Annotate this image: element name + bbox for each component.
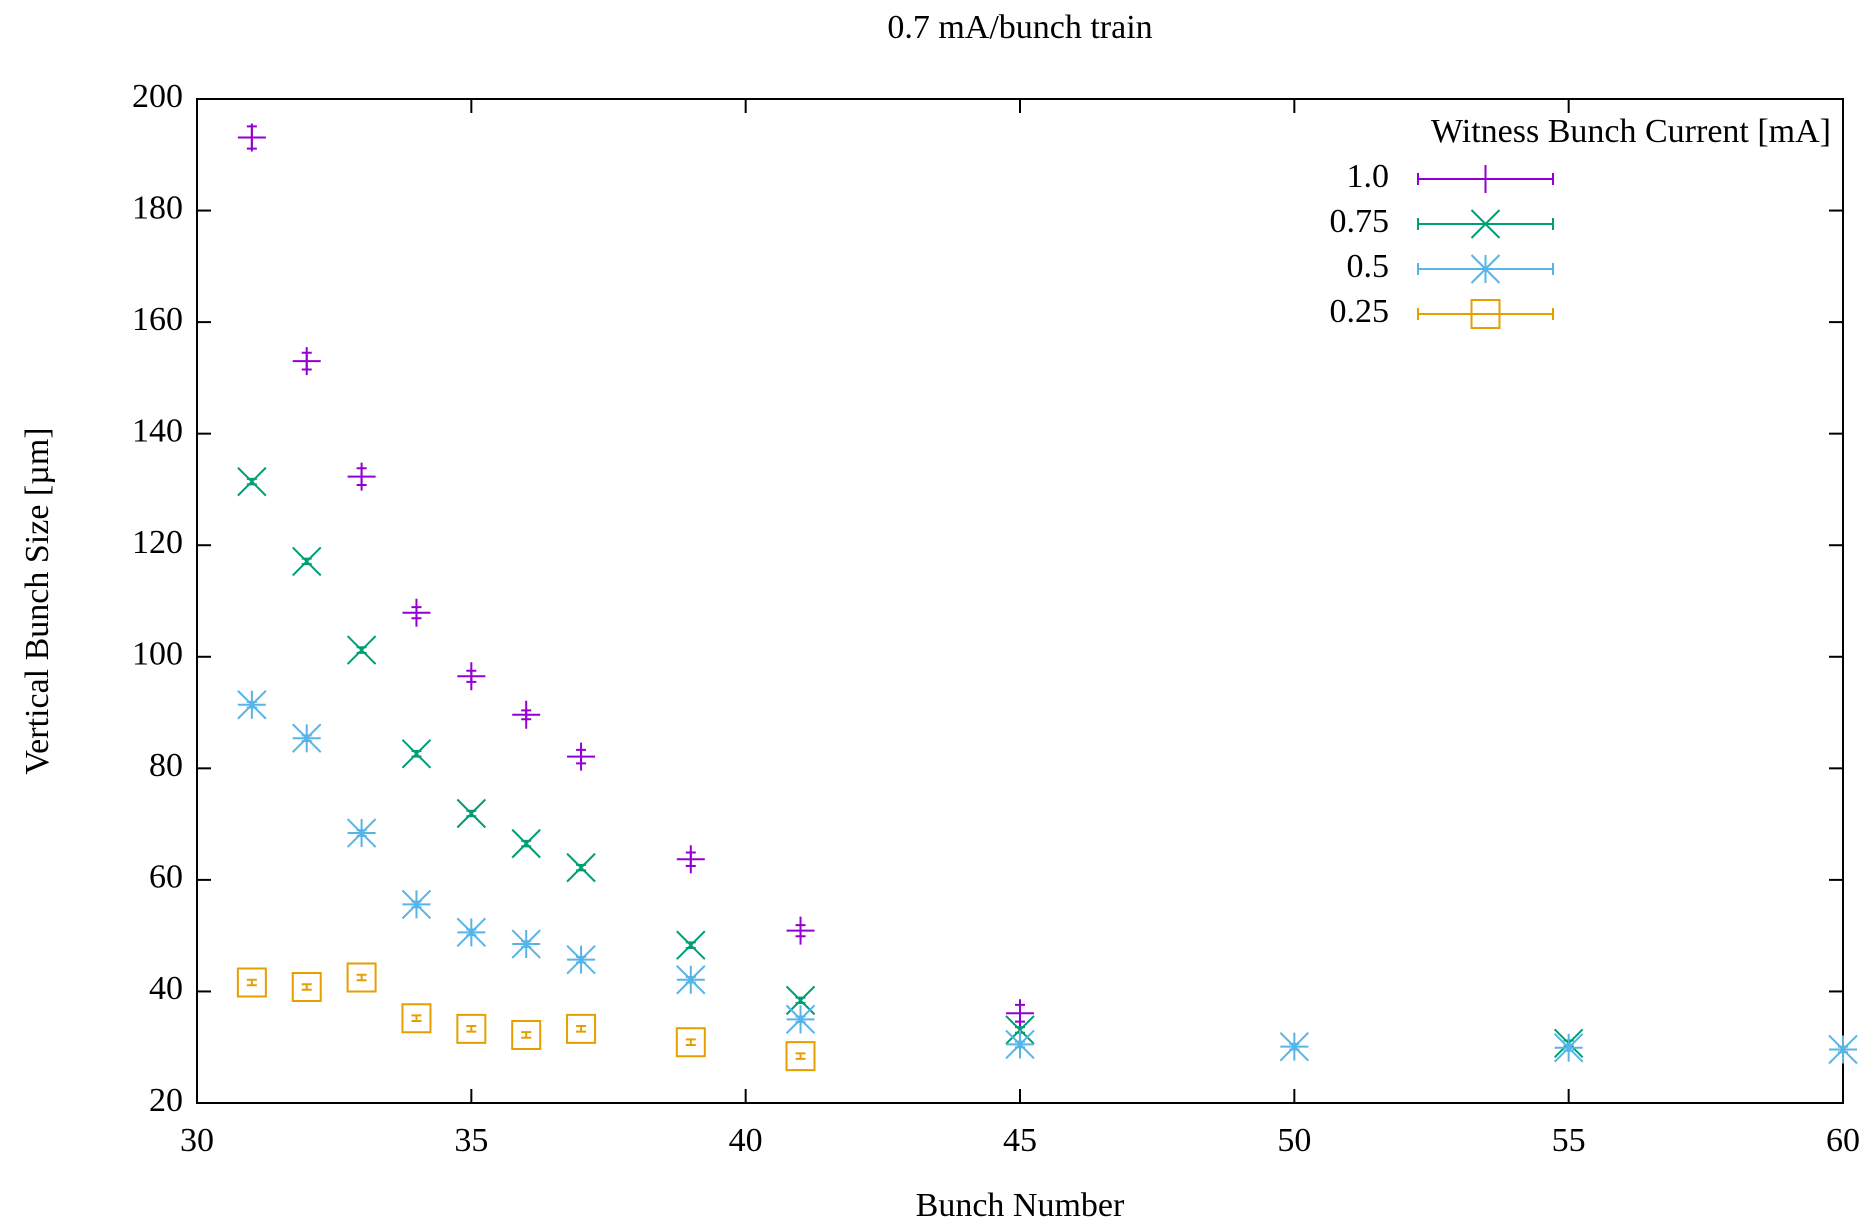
x-tick-label: 50: [1277, 1122, 1311, 1159]
marker: [786, 916, 815, 945]
y-axis-label: Vertical Bunch Size [µm]: [19, 427, 56, 774]
error-bar: [246, 978, 257, 987]
marker: [456, 1013, 487, 1044]
marker: [511, 828, 541, 859]
x-tick-label: 40: [729, 1122, 763, 1159]
marker: [456, 798, 487, 829]
marker: [1553, 1033, 1584, 1063]
marker: [292, 347, 321, 376]
error-bar: [685, 1038, 696, 1046]
x-axis-label: Bunch Number: [916, 1187, 1125, 1224]
marker: [401, 889, 432, 920]
marker: [291, 971, 322, 1002]
marker: [676, 965, 706, 995]
marker: [237, 123, 266, 152]
marker: [511, 929, 541, 959]
legend-marker: [1470, 209, 1501, 239]
marker: [567, 742, 596, 771]
marker: [292, 546, 322, 577]
marker: [1279, 1031, 1310, 1062]
legend-line: [1417, 308, 1554, 320]
marker: [676, 930, 706, 960]
y-tick-label: 60: [149, 859, 183, 896]
y-tick-label: 80: [149, 747, 183, 784]
y-tick-label: 200: [132, 78, 183, 115]
y-tick-label: 180: [132, 189, 183, 226]
error-bar: [411, 1014, 422, 1023]
marker: [402, 598, 431, 627]
marker: [566, 852, 596, 883]
marker: [675, 1027, 706, 1058]
marker: [676, 845, 705, 874]
marker: [1005, 1029, 1035, 1060]
legend-label: 0.5: [1347, 248, 1390, 285]
y-tick-label: 20: [149, 1082, 183, 1119]
error-bar: [521, 1031, 532, 1039]
legend-marker: [1470, 299, 1501, 329]
marker: [566, 1013, 597, 1044]
marker: [457, 662, 486, 691]
marker: [511, 1019, 542, 1050]
marker: [346, 635, 377, 665]
legend-label: 0.75: [1330, 203, 1390, 240]
y-tick-label: 140: [132, 412, 183, 449]
chart-title: 0.7 mA/bunch train: [887, 9, 1152, 46]
marker: [1005, 1015, 1035, 1045]
marker: [1006, 999, 1034, 1028]
x-tick-label: 45: [1003, 1122, 1037, 1159]
plot-frame: [196, 98, 1844, 1104]
error-bar: [301, 983, 312, 991]
error-bar: [576, 1025, 587, 1033]
x-tick-label: 35: [454, 1122, 488, 1159]
y-tick-label: 100: [132, 636, 183, 673]
x-tick-label: 55: [1552, 1122, 1586, 1159]
marker: [456, 917, 487, 948]
marker: [512, 700, 541, 729]
marker: [401, 1003, 432, 1034]
error-bar: [466, 1025, 477, 1033]
error-bar: [356, 973, 367, 982]
marker: [1828, 1034, 1858, 1065]
legend-label: 1.0: [1347, 158, 1390, 195]
y-tick-label: 160: [132, 301, 183, 338]
marker: [785, 1004, 816, 1035]
marker: [785, 1041, 816, 1072]
marker: [237, 690, 267, 720]
marker: [401, 739, 432, 769]
marker: [346, 818, 377, 848]
y-tick-label: 120: [132, 524, 183, 561]
error-bar: [795, 1052, 806, 1060]
legend-title: Witness Bunch Current [mA]: [1431, 113, 1831, 150]
legend-marker: [1470, 254, 1501, 284]
marker: [236, 967, 267, 998]
y-tick-label: 40: [149, 970, 183, 1007]
marker: [566, 944, 596, 975]
legend-marker: [1471, 165, 1500, 193]
marker: [346, 962, 377, 993]
marker: [292, 723, 322, 753]
legend-label: 0.25: [1330, 293, 1390, 330]
marker: [347, 462, 376, 491]
x-tick-label: 30: [180, 1122, 214, 1159]
marker: [237, 466, 267, 497]
x-tick-label: 60: [1826, 1122, 1860, 1159]
